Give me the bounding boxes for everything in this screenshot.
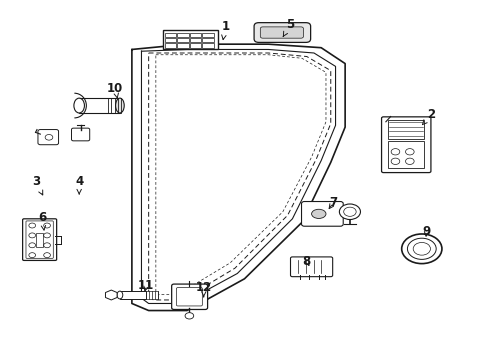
Circle shape [339,204,360,220]
FancyBboxPatch shape [381,117,430,172]
Bar [189,38,201,42]
Bar [164,43,176,48]
Bar [189,32,201,37]
Ellipse shape [74,98,84,113]
Bar [120,291,146,299]
Text: 2: 2 [422,108,435,125]
Bar [387,120,423,139]
Bar [202,43,213,48]
Text: 12: 12 [195,281,211,297]
Bar [164,32,176,37]
Text: 7: 7 [328,197,337,210]
Bar [36,233,43,247]
Text: 5: 5 [283,18,294,37]
FancyBboxPatch shape [71,128,89,141]
Bar [177,32,188,37]
Bar [177,43,188,48]
FancyBboxPatch shape [301,202,343,226]
FancyBboxPatch shape [290,257,332,277]
Text: 11: 11 [138,279,154,292]
Circle shape [184,312,193,319]
Bar [202,32,213,37]
Bar [387,141,423,168]
Ellipse shape [117,291,122,299]
Bar [163,30,218,49]
Text: 3: 3 [32,175,42,195]
Bar [79,98,120,113]
Bar [164,38,176,42]
Text: 10: 10 [107,82,123,98]
FancyBboxPatch shape [38,130,59,145]
Text: 9: 9 [422,225,430,238]
FancyBboxPatch shape [22,219,57,260]
FancyBboxPatch shape [260,27,303,38]
Bar [146,292,158,298]
Bar [177,38,188,42]
Circle shape [401,234,441,264]
Text: 6: 6 [38,211,46,230]
FancyBboxPatch shape [254,23,310,42]
FancyBboxPatch shape [171,284,207,310]
Text: 8: 8 [302,255,310,267]
Bar [202,38,213,42]
Ellipse shape [311,209,325,219]
Ellipse shape [115,98,124,113]
Text: 4: 4 [75,175,83,194]
Bar [189,43,201,48]
Text: 1: 1 [221,20,229,40]
